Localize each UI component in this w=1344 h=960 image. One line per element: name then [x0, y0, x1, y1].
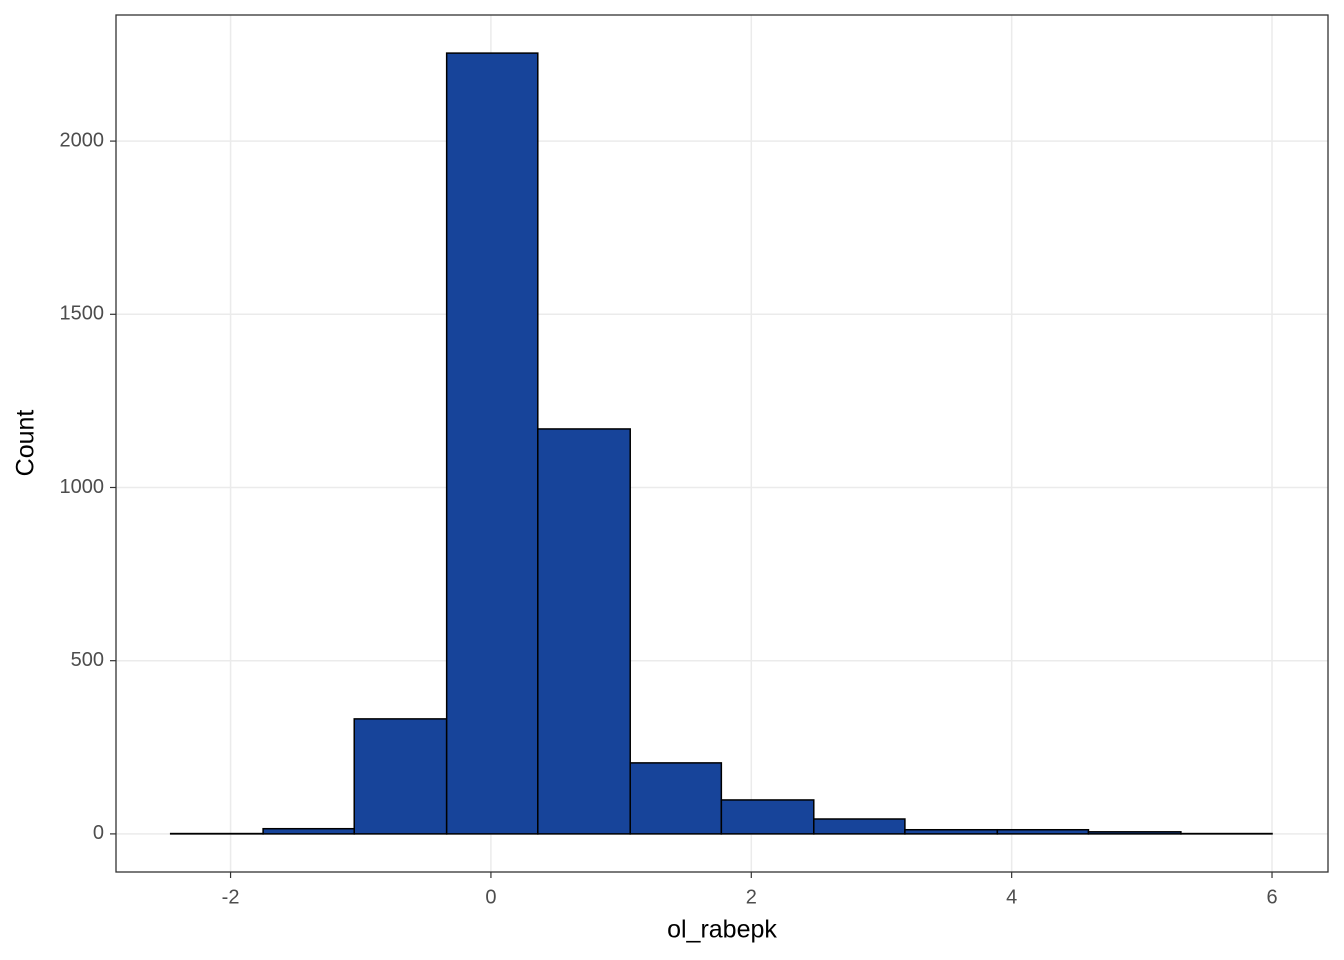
y-tick-label: 0	[93, 822, 104, 844]
y-tick-label: 1000	[60, 476, 105, 498]
y-tick-label: 1500	[60, 303, 105, 325]
x-tick-label: -2	[222, 886, 240, 908]
bar	[537, 428, 631, 835]
x-tick-label: 2	[746, 886, 757, 908]
bar	[629, 762, 723, 835]
plot-border	[115, 14, 1329, 873]
bar	[353, 718, 448, 835]
x-axis-title: ol_rabepk	[667, 916, 777, 944]
bar	[720, 799, 815, 835]
y-tick-label: 500	[71, 649, 104, 671]
bar	[996, 828, 1090, 835]
x-tick-label: 4	[1006, 886, 1017, 908]
plot-panel	[116, 15, 1328, 872]
y-axis-title: Count	[12, 410, 40, 477]
bar	[262, 827, 355, 835]
bar	[1087, 831, 1182, 835]
x-tick-label: 6	[1266, 886, 1277, 908]
bar	[445, 52, 539, 835]
bar	[813, 818, 906, 835]
bar	[904, 828, 999, 835]
y-tick-label: 2000	[60, 129, 105, 151]
x-tick-label: 0	[485, 886, 496, 908]
